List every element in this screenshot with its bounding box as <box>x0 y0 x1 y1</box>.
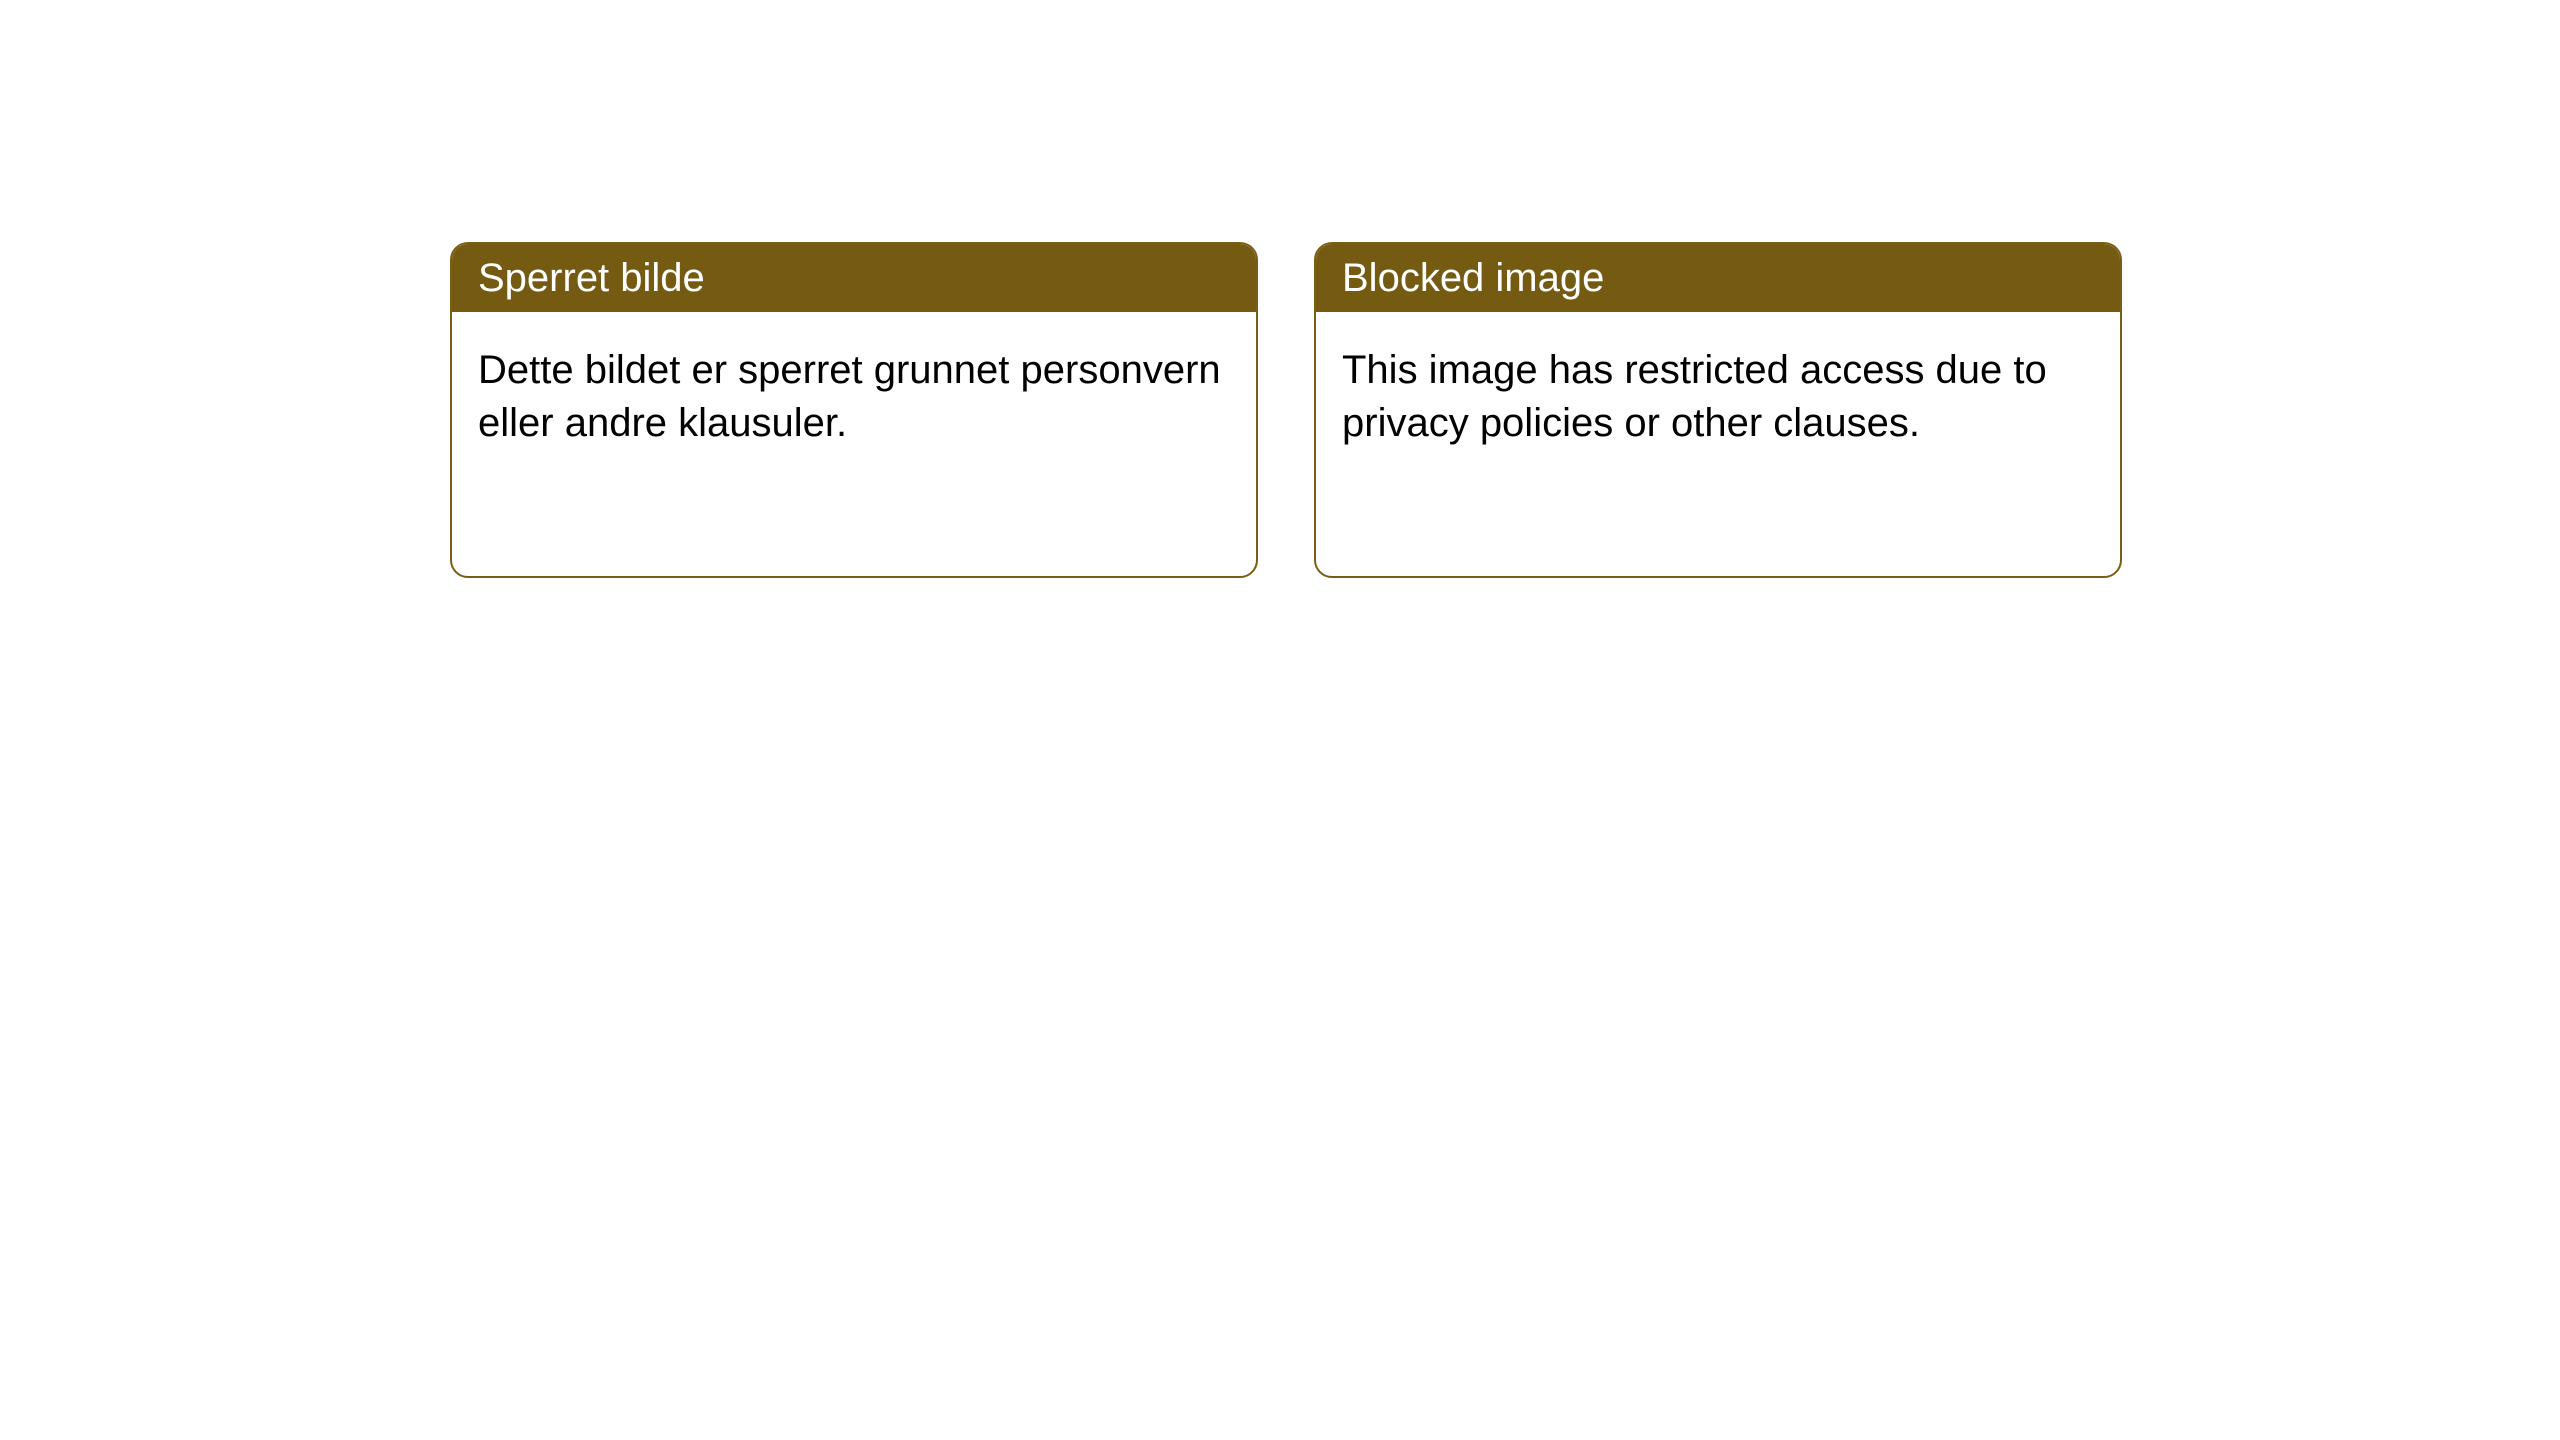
notice-header-english: Blocked image <box>1316 244 2120 312</box>
notice-header-norwegian: Sperret bilde <box>452 244 1256 312</box>
notice-body-norwegian: Dette bildet er sperret grunnet personve… <box>452 312 1256 482</box>
notice-body-english: This image has restricted access due to … <box>1316 312 2120 482</box>
notice-box-norwegian: Sperret bilde Dette bildet er sperret gr… <box>450 242 1258 578</box>
notice-box-english: Blocked image This image has restricted … <box>1314 242 2122 578</box>
notices-container: Sperret bilde Dette bildet er sperret gr… <box>0 0 2560 578</box>
